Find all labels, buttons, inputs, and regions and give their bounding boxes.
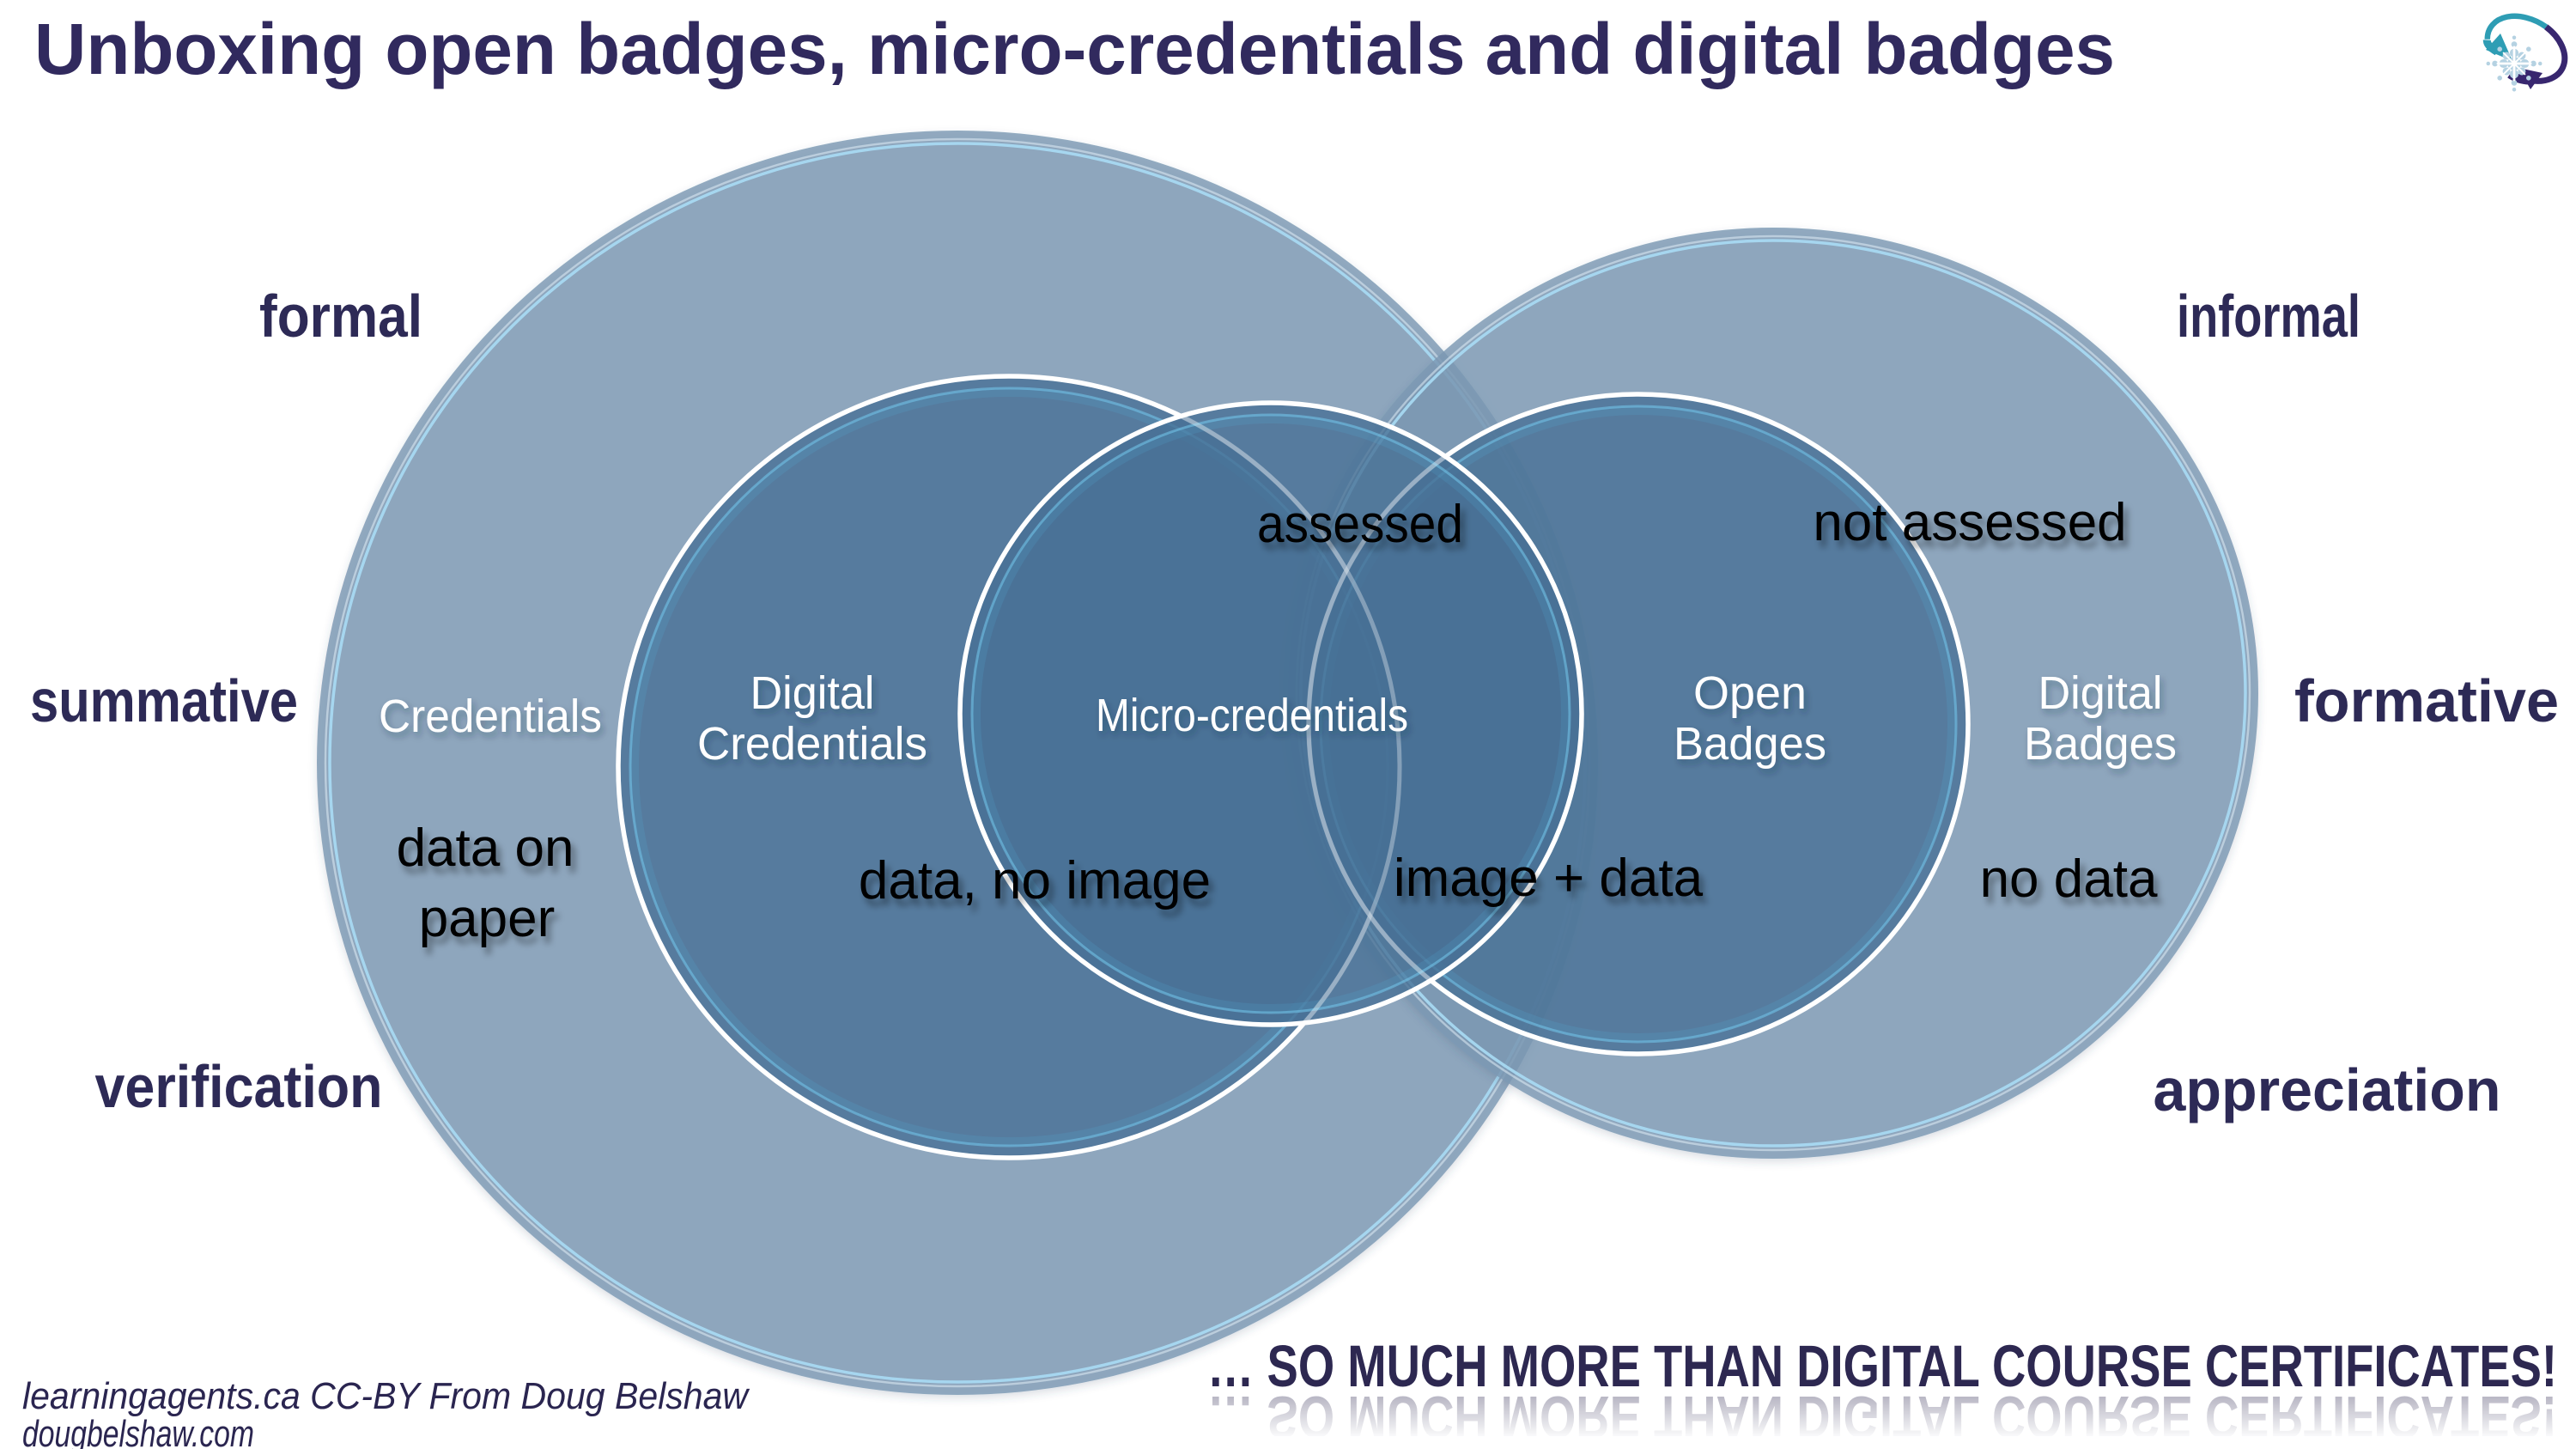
svg-text:Badges: Badges [1674, 718, 1826, 770]
svg-text:formal: formal [259, 283, 422, 350]
svg-text:appreciation: appreciation [2154, 1056, 2501, 1123]
svg-text:paper: paper [419, 889, 556, 948]
svg-text:image + data: image + data [1394, 849, 1704, 908]
svg-text:no data: no data [1980, 849, 2158, 909]
svg-text:Open: Open [1693, 667, 1807, 719]
svg-text:Digital: Digital [750, 667, 875, 719]
svg-text:Credentials: Credentials [379, 691, 602, 742]
svg-text:Unboxing open badges, micro-cr: Unboxing open badges, micro-credentials … [34, 9, 2115, 89]
svg-text:assessed: assessed [1257, 495, 1463, 554]
svg-text:verification: verification [95, 1053, 383, 1120]
svg-text:Credentials: Credentials [697, 718, 927, 770]
svg-text:… SO MUCH MORE THAN DIGITAL CO: … SO MUCH MORE THAN DIGITAL COURSE CERTI… [1207, 1384, 2557, 1449]
svg-text:… SO MUCH MORE THAN DIGITAL CO: … SO MUCH MORE THAN DIGITAL COURSE CERTI… [1207, 1333, 2557, 1399]
svg-text:informal: informal [2177, 283, 2360, 350]
svg-text:dougbelshaw.com: dougbelshaw.com [22, 1413, 254, 1449]
svg-text:formative: formative [2294, 667, 2559, 734]
svg-text:Badges: Badges [2024, 718, 2177, 770]
svg-text:data on: data on [397, 819, 574, 878]
svg-text:learningagents.ca CC-BY From D: learningagents.ca CC-BY From Doug Belsha… [22, 1375, 750, 1417]
svg-text:summative: summative [30, 667, 298, 734]
svg-text:Digital: Digital [2038, 667, 2163, 719]
svg-text:not assessed: not assessed [1813, 493, 2126, 552]
svg-text:data, no image: data, no image [859, 851, 1211, 910]
svg-text:Micro-credentials: Micro-credentials [1096, 690, 1408, 741]
